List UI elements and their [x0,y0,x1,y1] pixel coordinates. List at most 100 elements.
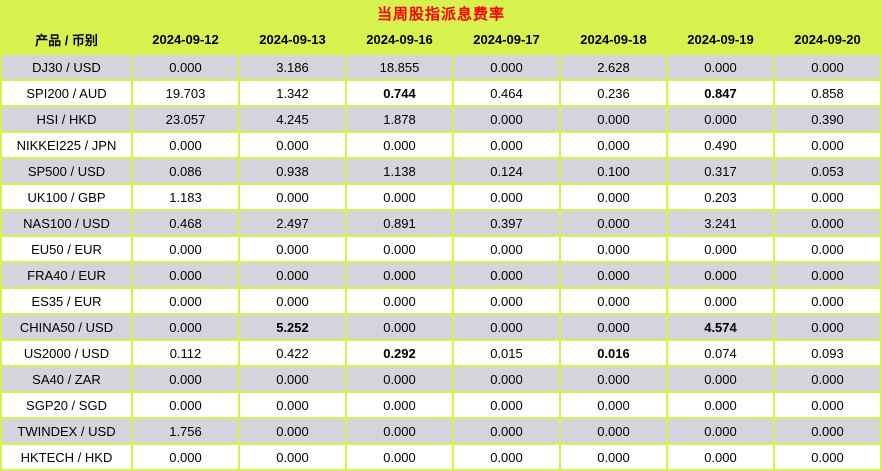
value-cell: 0.112 [131,339,240,367]
value-cell: 0.000 [666,365,775,393]
product-cell: HSI / HKD [0,105,133,133]
product-cell: FRA40 / EUR [0,261,133,289]
value-cell: 0.000 [666,53,775,81]
value-cell: 0.000 [238,235,347,263]
value-cell: 0.000 [452,313,561,341]
value-cell: 1.183 [131,183,240,211]
value-cell: 0.000 [452,131,561,159]
column-header-date: 2024-09-17 [473,32,540,47]
value-cell: 1.342 [238,79,347,107]
table-row: EU50 / EUR 0.000 0.000 0.000 0.000 0.000 0.000… [0,235,882,263]
value-cell: 18.855 [345,53,454,81]
column-header-date: 2024-09-12 [152,32,219,47]
value-cell: 0.000 [131,235,240,263]
value-cell: 0.000 [452,443,561,471]
table-row: SA40 / ZAR 0.000 0.000 0.000 0.000 0.000 0.000… [0,365,882,393]
value-cell: 0.000 [238,287,347,315]
value-cell: 0.000 [559,287,668,315]
value-cell: 1.756 [131,417,240,445]
value-cell: 0.000 [452,105,561,133]
product-cell: HKTECH / HKD [0,443,133,471]
value-cell: 0.000 [773,209,882,237]
value-cell: 0.000 [452,287,561,315]
value-cell: 0.000 [559,131,668,159]
value-cell: 19.703 [131,79,240,107]
value-cell: 0.000 [345,365,454,393]
table-row: SGP20 / SGD 0.000 0.000 0.000 0.000 0.000 0.00… [0,391,882,419]
value-cell: 0.000 [559,261,668,289]
column-header-date: 2024-09-20 [794,32,861,47]
value-cell: 0.093 [773,339,882,367]
value-cell: 0.000 [345,287,454,315]
value-cell: 0.000 [773,131,882,159]
value-cell: 0.000 [131,261,240,289]
value-cell: 4.574 [666,313,775,341]
value-cell: 0.000 [131,313,240,341]
value-cell: 0.000 [238,261,347,289]
product-cell: UK100 / GBP [0,183,133,211]
value-cell: 0.000 [131,287,240,315]
value-cell: 0.000 [131,443,240,471]
value-cell: 0.000 [559,209,668,237]
value-cell: 23.057 [131,105,240,133]
product-cell: TWINDEX / USD [0,417,133,445]
value-cell: 0.847 [666,79,775,107]
value-cell: 0.000 [773,183,882,211]
value-cell: 0.000 [666,443,775,471]
value-cell: 0.000 [773,365,882,393]
value-cell: 0.000 [131,131,240,159]
product-cell: NIKKEI225 / JPN [0,131,133,159]
value-cell: 0.000 [666,417,775,445]
value-cell: 0.858 [773,79,882,107]
value-cell: 0.000 [773,313,882,341]
value-cell: 0.000 [345,235,454,263]
value-cell: 0.000 [559,313,668,341]
value-cell: 0.000 [238,131,347,159]
value-cell: 0.891 [345,209,454,237]
table-row: DJ30 / USD 0.000 3.186 18.855 0.000 2.628 0.00… [0,53,882,81]
value-cell: 0.000 [666,235,775,263]
table-row: SPI200 / AUD 19.703 1.342 0.744 0.464 0.236 0.… [0,79,882,107]
value-cell: 0.000 [238,365,347,393]
value-cell: 0.000 [452,235,561,263]
value-cell: 0.000 [452,261,561,289]
value-cell: 0.000 [666,105,775,133]
value-cell: 0.000 [345,183,454,211]
value-cell: 0.000 [238,391,347,419]
product-cell: SPI200 / AUD [0,79,133,107]
value-cell: 0.000 [238,443,347,471]
table-row: SP500 / USD 0.086 0.938 1.138 0.124 0.100 0.31… [0,157,882,185]
value-cell: 0.000 [345,313,454,341]
column-header-date: 2024-09-18 [580,32,647,47]
column-header-date: 2024-09-16 [366,32,433,47]
dividend-rate-table: 产品 / 币别 2024-09-12 2024-09-13 2024-09-16 20… [0,26,882,471]
product-cell: SGP20 / SGD [0,391,133,419]
value-cell: 0.000 [238,183,347,211]
table-row: FRA40 / EUR 0.000 0.000 0.000 0.000 0.000 0.00… [0,261,882,289]
value-cell: 0.000 [773,235,882,263]
product-cell: EU50 / EUR [0,235,133,263]
value-cell: 0.086 [131,157,240,185]
value-cell: 4.245 [238,105,347,133]
table-row: HSI / HKD 23.057 4.245 1.878 0.000 0.000 0.000… [0,105,882,133]
table-row: UK100 / GBP 1.183 0.000 0.000 0.000 0.000 0.20… [0,183,882,211]
value-cell: 0.016 [559,339,668,367]
value-cell: 0.000 [559,391,668,419]
value-cell: 1.138 [345,157,454,185]
value-cell: 0.744 [345,79,454,107]
value-cell: 0.000 [238,417,347,445]
value-cell: 0.000 [559,365,668,393]
value-cell: 0.236 [559,79,668,107]
table-row: HKTECH / HKD 0.000 0.000 0.000 0.000 0.000 0.0… [0,443,882,471]
page-title: 当周股指派息费率 [376,5,505,23]
column-header-date: 2024-09-19 [687,32,754,47]
table-row: ES35 / EUR 0.000 0.000 0.000 0.000 0.000 0.000… [0,287,882,315]
product-cell: SP500 / USD [0,157,133,185]
value-cell: 0.053 [773,157,882,185]
value-cell: 0.000 [559,183,668,211]
table-row: NAS100 / USD 0.468 2.497 0.891 0.397 0.000 3.2… [0,209,882,237]
value-cell: 0.000 [773,391,882,419]
value-cell: 0.000 [131,53,240,81]
value-cell: 0.938 [238,157,347,185]
value-cell: 5.252 [238,313,347,341]
